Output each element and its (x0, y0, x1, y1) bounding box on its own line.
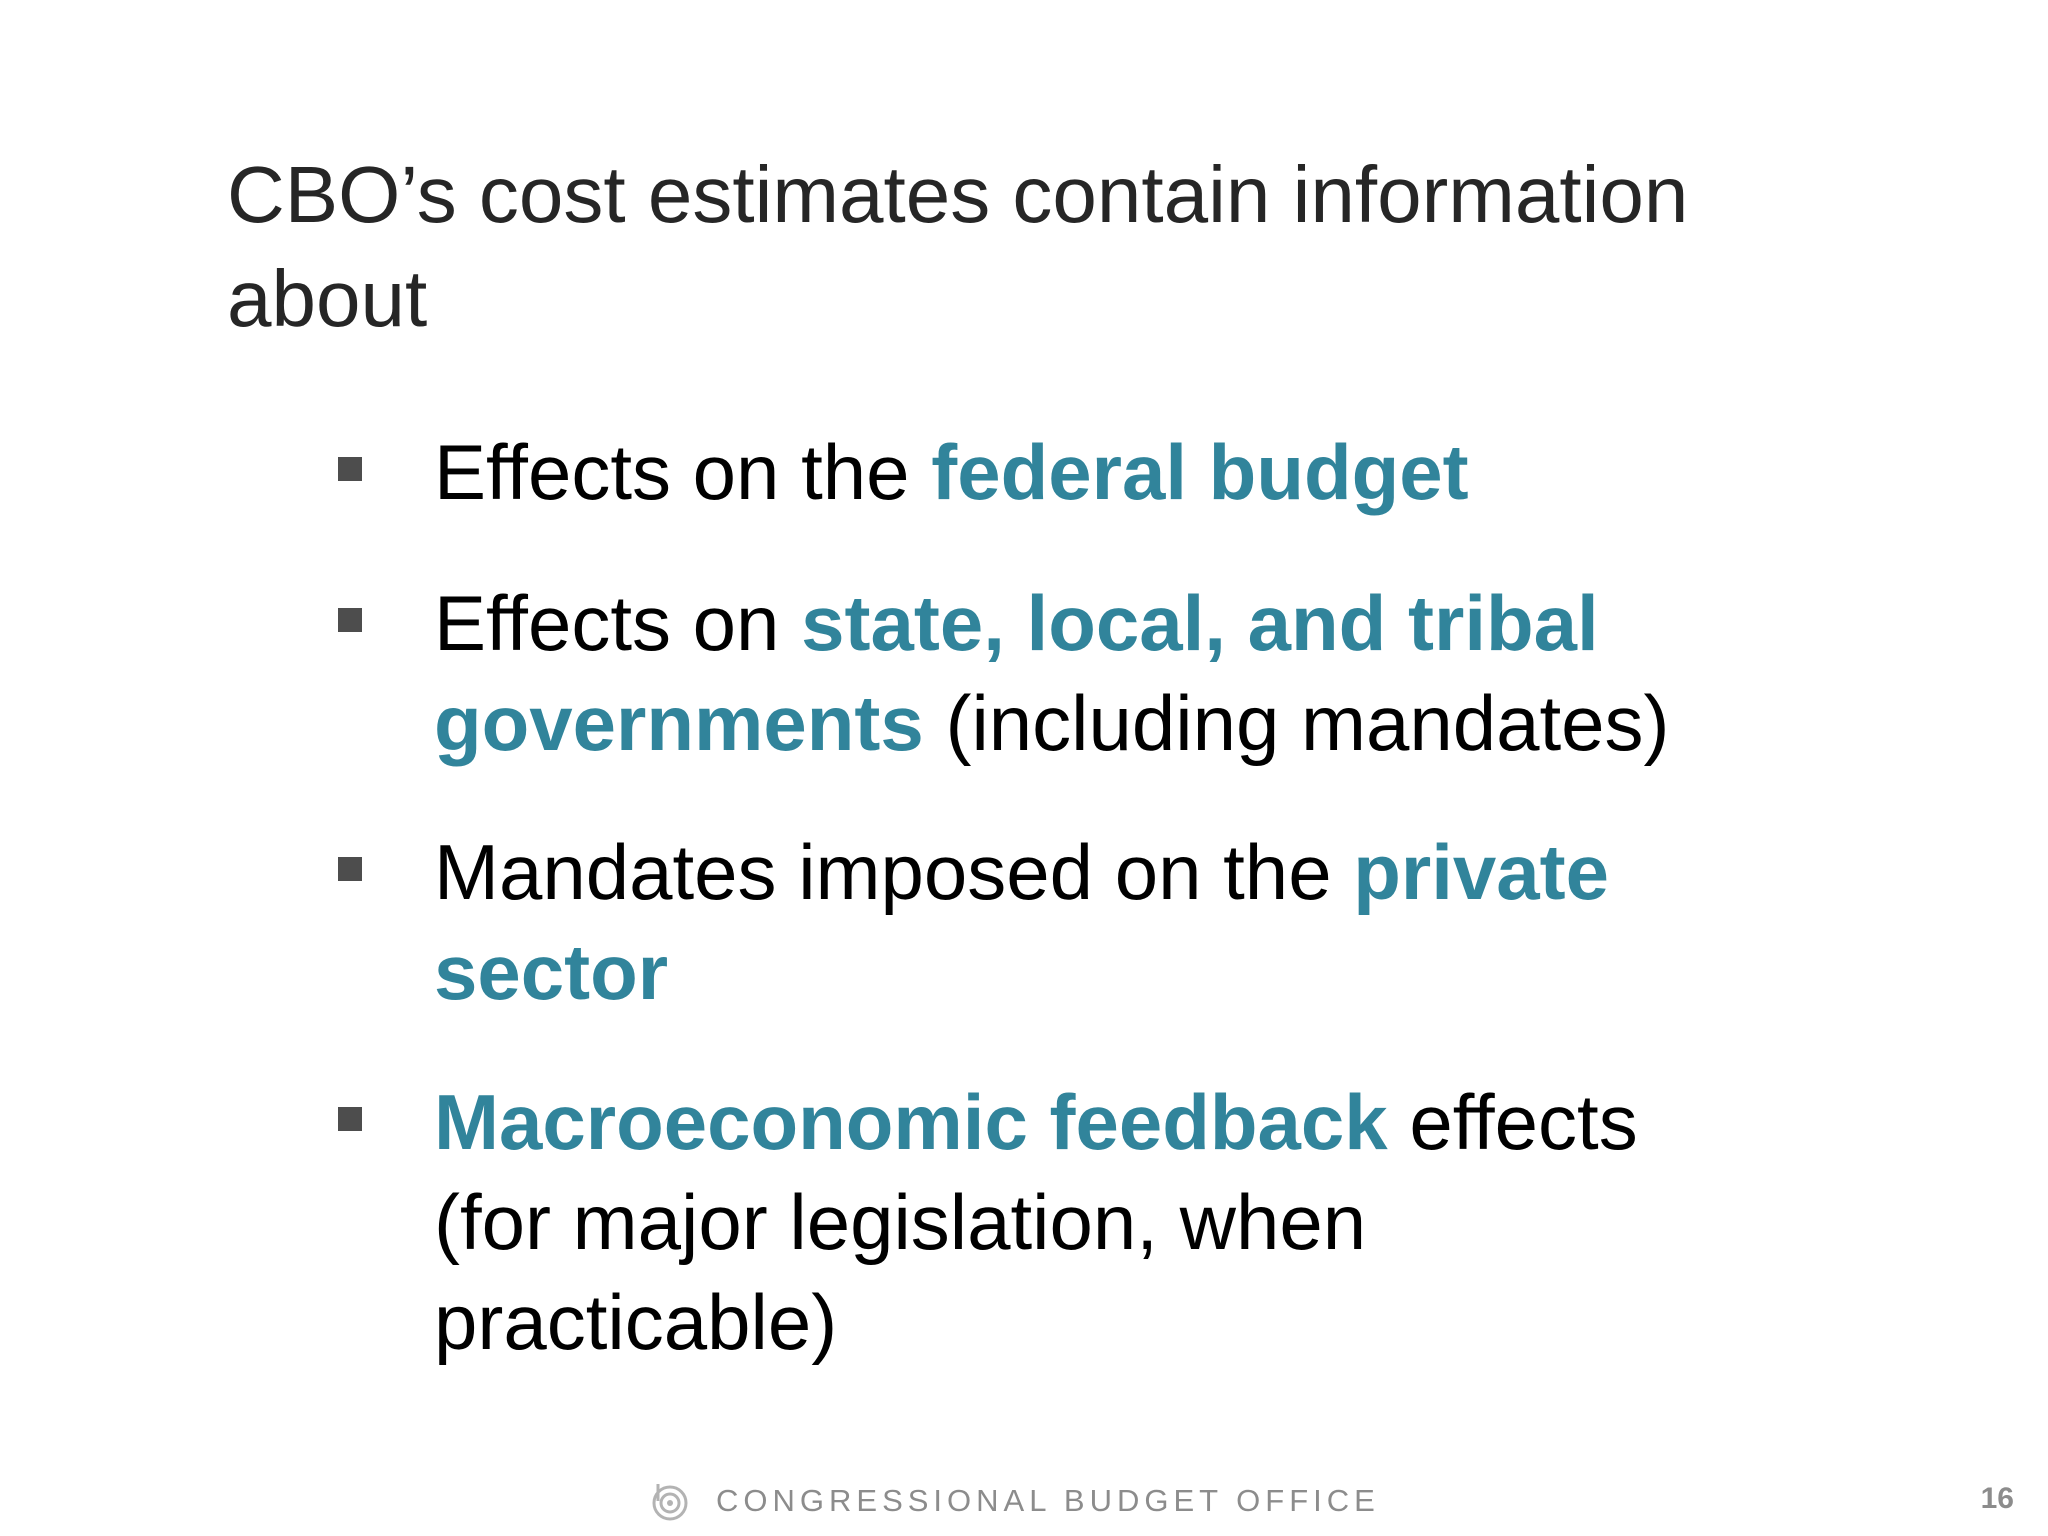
bullet-item: Effects on state, local, and tribal gove… (434, 573, 1774, 773)
bullet-highlight: private sector (434, 828, 1610, 1016)
bullet-item: Effects on the federal budget (434, 422, 1774, 522)
bullet-text: Effects on the (434, 428, 932, 516)
slide-title: CBO’s cost estimates contain information… (227, 150, 1689, 343)
square-bullet-icon (338, 608, 362, 632)
bullet-item: Mandates imposed on the private sector (434, 822, 1774, 1022)
square-bullet-icon (338, 1107, 362, 1131)
cbo-logo-icon (652, 1484, 688, 1521)
bullet-text: Effects on (434, 579, 802, 667)
footer: CONGRESSIONAL BUDGET OFFICE (650, 1481, 1380, 1521)
page-number: 16 (1980, 1482, 2014, 1515)
bullet-highlight: Macroeconomic feedback (434, 1078, 1388, 1166)
square-bullet-icon (338, 857, 362, 881)
bullet-text: (including mandates) (923, 679, 1670, 767)
bullet-highlight: federal budget (931, 428, 1469, 516)
footer-organization: CONGRESSIONAL BUDGET OFFICE (716, 1483, 1380, 1518)
bullet-highlight: state, local, and tribal governments (434, 579, 1599, 767)
bullet-text: effects (for major legislation, when pra… (434, 1078, 1638, 1366)
bullet-item: Macroeconomic feedback effects (for majo… (434, 1072, 1774, 1372)
bullet-text: Mandates imposed on the (434, 828, 1354, 916)
square-bullet-icon (338, 457, 362, 481)
